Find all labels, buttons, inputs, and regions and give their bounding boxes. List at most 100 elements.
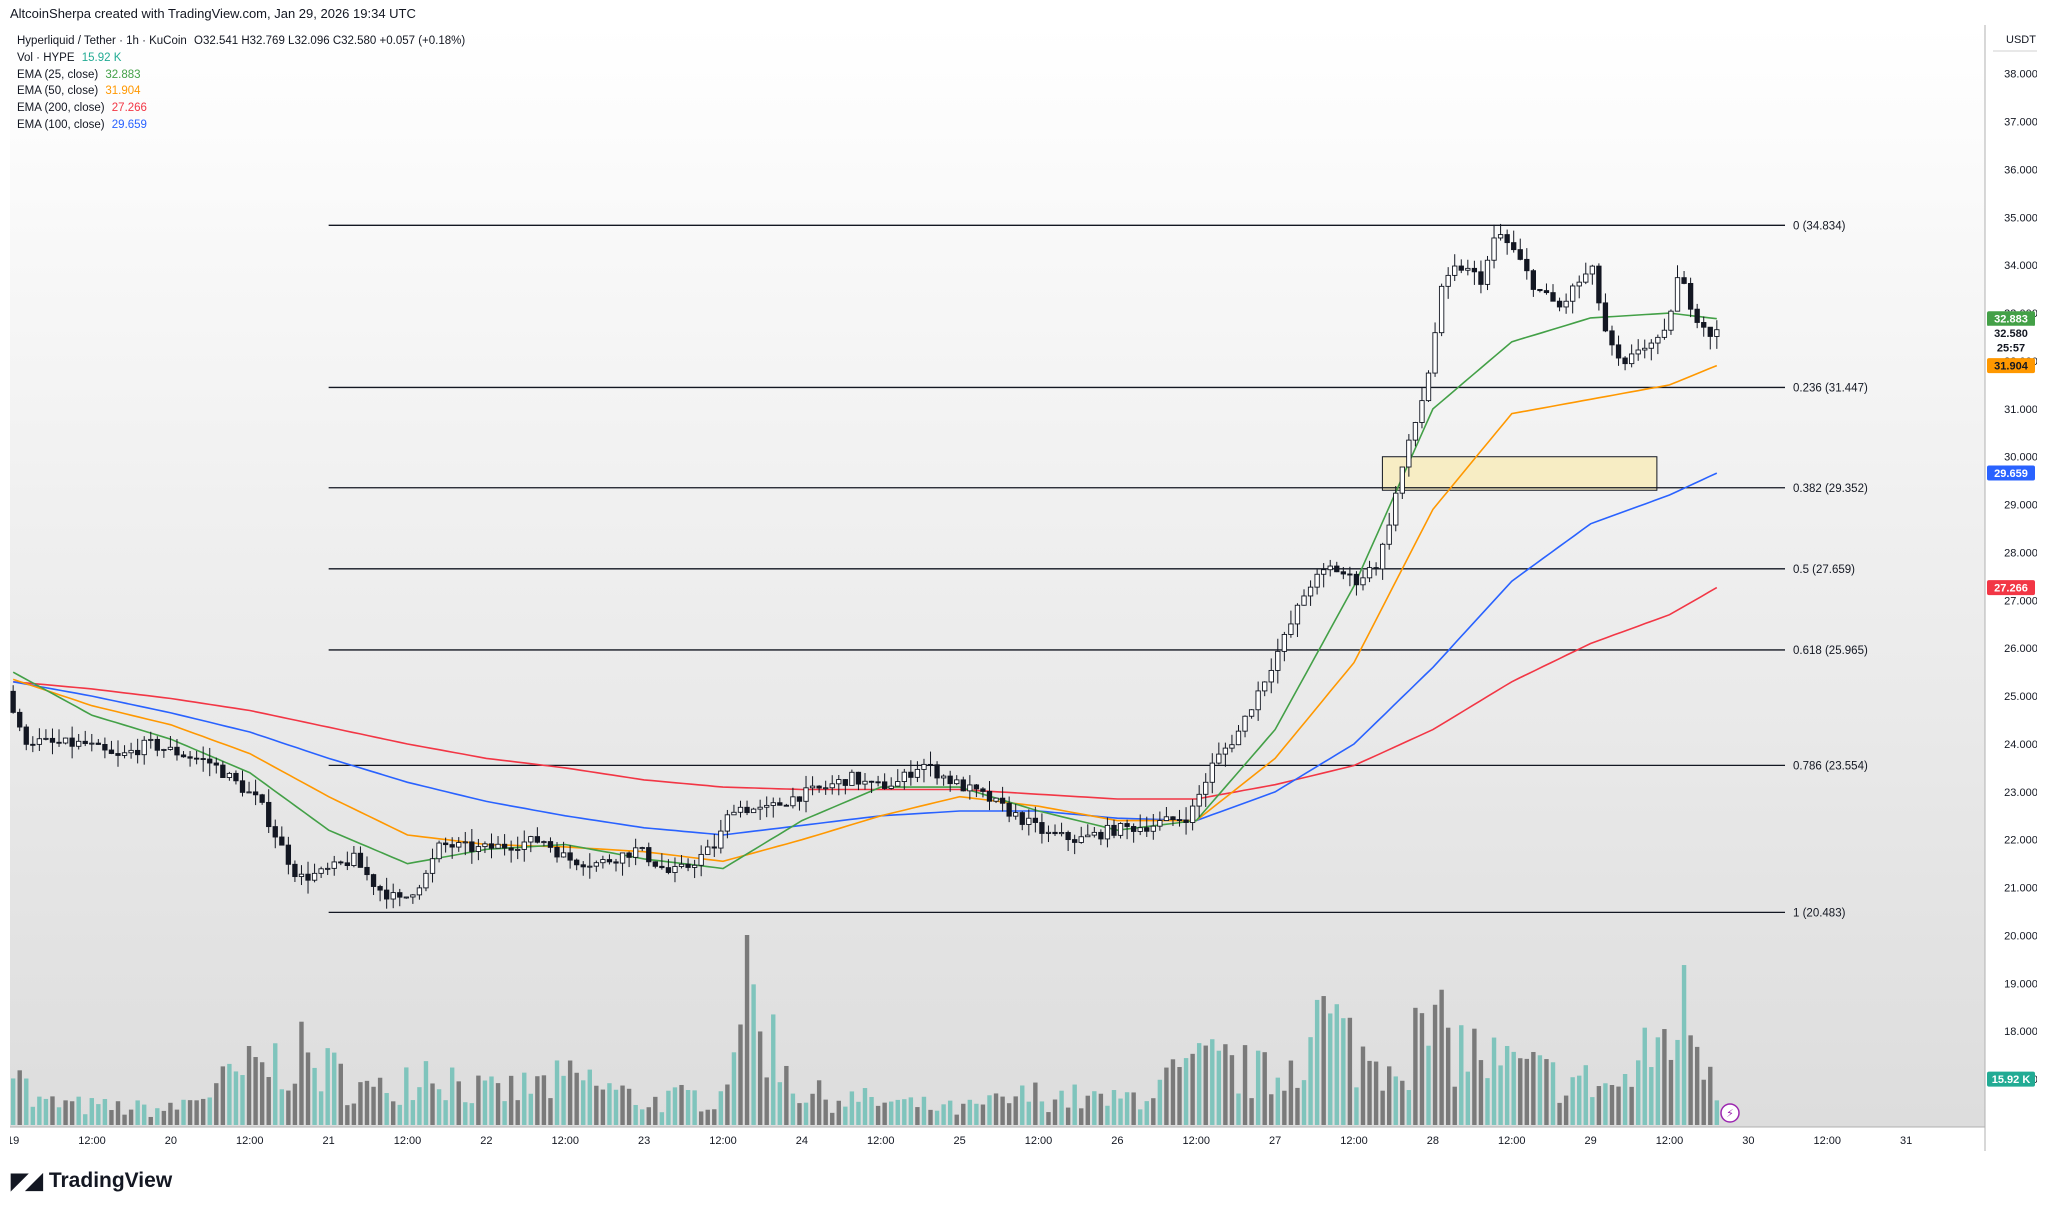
candle-up [1137,827,1143,832]
candle-down [1530,270,1537,290]
volume-bar [692,1090,697,1125]
volume-bar [718,1091,724,1125]
volume-bar [1308,1037,1313,1125]
volume-bar [502,1101,507,1125]
candle-down [1615,344,1622,359]
candle-up [1314,573,1320,588]
candle-up [167,746,174,750]
ema-legend-row[interactable]: EMA (25, close) 32.883 [17,67,465,84]
volume-bar [476,1075,481,1125]
time-tick-label: 12:00 [236,1135,264,1147]
volume-bar [1269,1094,1274,1125]
candle-down [200,758,206,760]
candle-up [429,858,436,874]
volume-bar [1577,1075,1582,1125]
volume-legend-row[interactable]: Vol · HYPE 15.92 K [17,50,465,67]
candle-down [613,861,619,864]
candle-up [1412,422,1419,441]
time-tick-label: 26 [1111,1135,1123,1147]
volume-bar [1098,1093,1104,1125]
volume-bar [1072,1084,1077,1125]
candle-down [1052,831,1058,835]
candle-down [82,740,88,745]
volume-bar [1282,1090,1287,1125]
volume-bar [436,1089,442,1125]
symbol-name[interactable]: Hyperliquid / Tether · 1h · KuCoin [17,35,187,47]
candle-down [180,754,187,758]
price-badge [1987,358,2035,374]
volume-bar [849,1091,855,1125]
candle-up [1026,817,1032,825]
candle-down [1176,819,1183,822]
volume-bar [266,1077,271,1125]
ema-legend-row[interactable]: EMA (100, close) 29.659 [17,117,465,134]
candle-up [764,804,770,808]
candle-up [1235,730,1242,746]
price-badge [1987,465,2035,481]
price-tick-label: 26.000 [2004,643,2037,655]
volume-bar [1563,1095,1569,1125]
fib-level-label: 0.236 (31.447) [1793,382,1868,394]
volume-bar [305,1052,311,1125]
volume-bar [1531,1051,1536,1125]
candle-down [213,762,219,766]
tradingview-logo[interactable]: ◤◢ TradingView [11,1168,172,1194]
volume-bar [830,1112,835,1125]
candle-down [1543,290,1550,294]
volume-bar [489,1076,494,1125]
volume-bar [1675,1039,1680,1125]
candle-up [1255,690,1261,711]
time-tick-label: 30 [1742,1135,1754,1147]
volume-bar [207,1097,212,1125]
ema-legend-value: 27.266 [111,102,147,115]
symbol-row[interactable]: Hyperliquid / Tether · 1h · KuCoin O32.5… [17,33,465,50]
fibonacci-retracement[interactable]: 0 (34.834) 0.236 (31.447) 0.382 (29.352) 0.… [328,220,1868,919]
volume-bar [587,1069,592,1125]
candle-down [777,802,783,806]
candle-down [1353,573,1360,586]
volume-bar [522,1072,527,1125]
volume-bar [1419,1013,1425,1125]
candle-up [1432,332,1438,374]
candle-down [10,690,16,713]
volume-bar [1138,1109,1143,1125]
candle-down [1524,258,1530,272]
candle-up [757,806,763,810]
candle-down [23,726,29,745]
candle-down [272,826,278,838]
candle-down [1373,567,1379,570]
price-tick-label: 24.000 [2004,739,2037,751]
candle-down [207,758,213,764]
volume-bar [685,1090,691,1125]
candle-up [76,740,82,747]
candle-down [1537,288,1543,292]
candle-up [940,775,947,779]
volume-bar [869,1096,874,1125]
volume-bar [784,1065,789,1125]
volume-bar [751,984,756,1125]
candle-down [1511,242,1517,251]
candle-up [1497,234,1504,239]
volume-bar [1196,1043,1202,1125]
candle-up [1491,237,1497,261]
volume-bar [1151,1098,1156,1125]
candle-down [875,781,881,784]
volume-bar [843,1106,848,1125]
volume-bar [1655,1037,1661,1125]
currency-label[interactable]: USDT [2006,34,2036,46]
candle-up [462,841,468,844]
ema-legend-row[interactable]: EMA (50, close) 31.904 [17,83,465,100]
candle-up [600,859,606,864]
replay-icon[interactable]: ⚡ [1720,1103,1740,1123]
volume-bar [1550,1062,1556,1125]
candle-up [1655,336,1661,344]
volume-bar [1616,1086,1621,1125]
price-chart[interactable]: 0 (34.834) 0.236 (31.447) 0.382 (29.352) 0.… [10,25,2037,1151]
candle-up [737,806,744,813]
candle-up [89,742,95,745]
candle-up [1196,793,1202,807]
ema-legend-row[interactable]: EMA (200, close) 27.266 [17,100,465,117]
volume-bar [889,1101,894,1125]
volume-bar [1079,1108,1084,1125]
price-badge-text: 25:57 [1997,343,2025,355]
